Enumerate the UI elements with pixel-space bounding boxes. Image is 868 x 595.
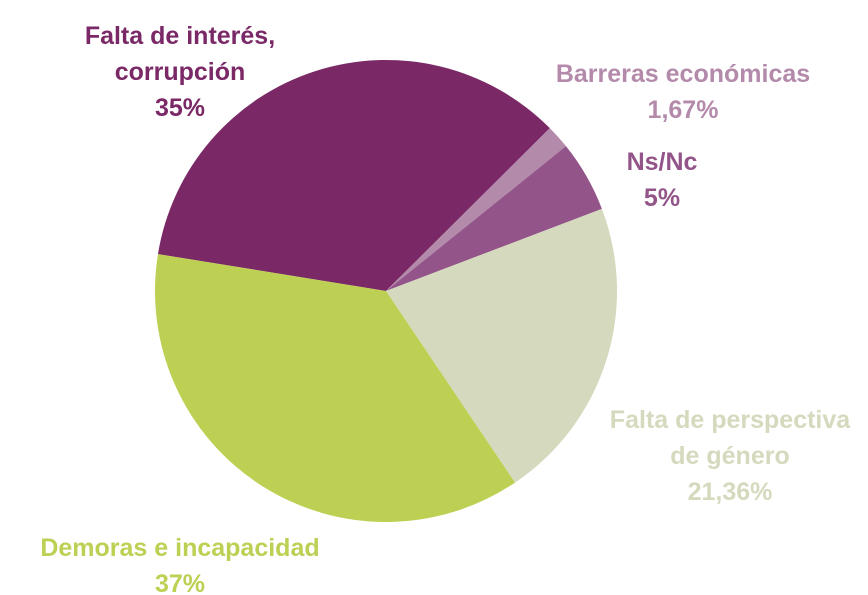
slice-label: Falta de interés, corrupción 35% [60,18,300,126]
pie-slice [157,59,550,292]
value-label: 21,36% [687,478,773,506]
category-label: Barreras económicas [555,60,811,88]
category-label: Demoras e incapacidad [40,534,320,562]
slice-label: Barreras económicas 1,67% [533,56,833,128]
slice-label: Demoras e incapacidad 37% [10,530,350,595]
category-label: Ns/Nc [626,148,698,176]
pie-slice [386,146,602,291]
category-label: Falta de perspectiva de género [609,406,851,470]
slice-label: Falta de perspectiva de género 21,36% [595,402,865,510]
pie-slice [386,128,566,291]
value-label: 35% [154,94,206,122]
category-label: Falta de interés, corrupción [84,22,276,86]
pie-slice [154,254,516,522]
value-label: 37% [154,570,206,595]
slice-label: Ns/Nc 5% [597,144,727,216]
pie-slice [386,208,617,483]
value-label: 1,67% [647,96,719,124]
value-label: 5% [643,184,681,212]
